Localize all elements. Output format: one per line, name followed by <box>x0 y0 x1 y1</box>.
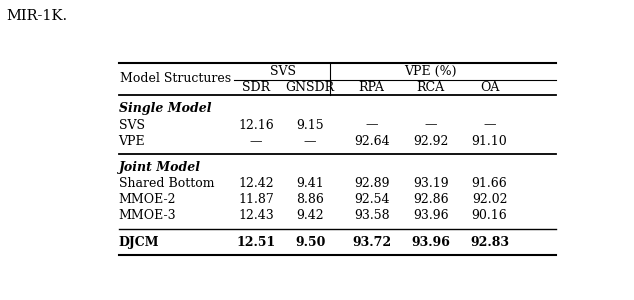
Text: SVS: SVS <box>270 64 296 78</box>
Text: Model Structures: Model Structures <box>119 72 231 85</box>
Text: 93.58: 93.58 <box>354 209 389 223</box>
Text: 92.83: 92.83 <box>470 236 509 248</box>
Text: RCA: RCA <box>417 81 444 94</box>
Text: —: — <box>424 118 437 132</box>
Text: Joint Model: Joint Model <box>119 161 200 174</box>
Text: VPE: VPE <box>119 135 145 148</box>
Text: 9.50: 9.50 <box>295 236 325 248</box>
Text: 9.41: 9.41 <box>296 177 324 190</box>
Text: OA: OA <box>480 81 499 94</box>
Text: DJCM: DJCM <box>119 236 159 248</box>
Text: 12.43: 12.43 <box>238 209 274 223</box>
Text: 11.87: 11.87 <box>238 194 274 206</box>
Text: MMOE-2: MMOE-2 <box>119 194 176 206</box>
Text: MMOE-3: MMOE-3 <box>119 209 176 223</box>
Text: 93.72: 93.72 <box>352 236 391 248</box>
Text: 9.15: 9.15 <box>296 118 324 132</box>
Text: 12.51: 12.51 <box>236 236 276 248</box>
Text: 92.89: 92.89 <box>354 177 389 190</box>
Text: 92.92: 92.92 <box>413 135 448 148</box>
Text: —: — <box>304 135 316 148</box>
Text: —: — <box>483 118 496 132</box>
Text: 8.86: 8.86 <box>296 194 324 206</box>
Text: GNSDR: GNSDR <box>286 81 335 94</box>
Text: 93.96: 93.96 <box>413 209 448 223</box>
Text: Single Model: Single Model <box>119 103 211 116</box>
Text: 9.42: 9.42 <box>296 209 324 223</box>
Text: 92.02: 92.02 <box>472 194 507 206</box>
Text: 91.66: 91.66 <box>472 177 507 190</box>
Text: 92.86: 92.86 <box>413 194 448 206</box>
Text: —: — <box>365 118 378 132</box>
Text: SDR: SDR <box>242 81 270 94</box>
Text: 12.16: 12.16 <box>238 118 274 132</box>
Text: —: — <box>250 135 262 148</box>
Text: 93.96: 93.96 <box>411 236 450 248</box>
Text: 92.64: 92.64 <box>354 135 389 148</box>
Text: 12.42: 12.42 <box>238 177 274 190</box>
Text: 92.54: 92.54 <box>354 194 389 206</box>
Text: VPE (%): VPE (%) <box>404 64 457 78</box>
Text: 90.16: 90.16 <box>472 209 507 223</box>
Text: 93.19: 93.19 <box>413 177 448 190</box>
Text: SVS: SVS <box>119 118 145 132</box>
Text: 91.10: 91.10 <box>472 135 507 148</box>
Text: RPA: RPA <box>359 81 385 94</box>
Text: Shared Bottom: Shared Bottom <box>119 177 214 190</box>
Text: MIR-1K.: MIR-1K. <box>6 9 67 23</box>
